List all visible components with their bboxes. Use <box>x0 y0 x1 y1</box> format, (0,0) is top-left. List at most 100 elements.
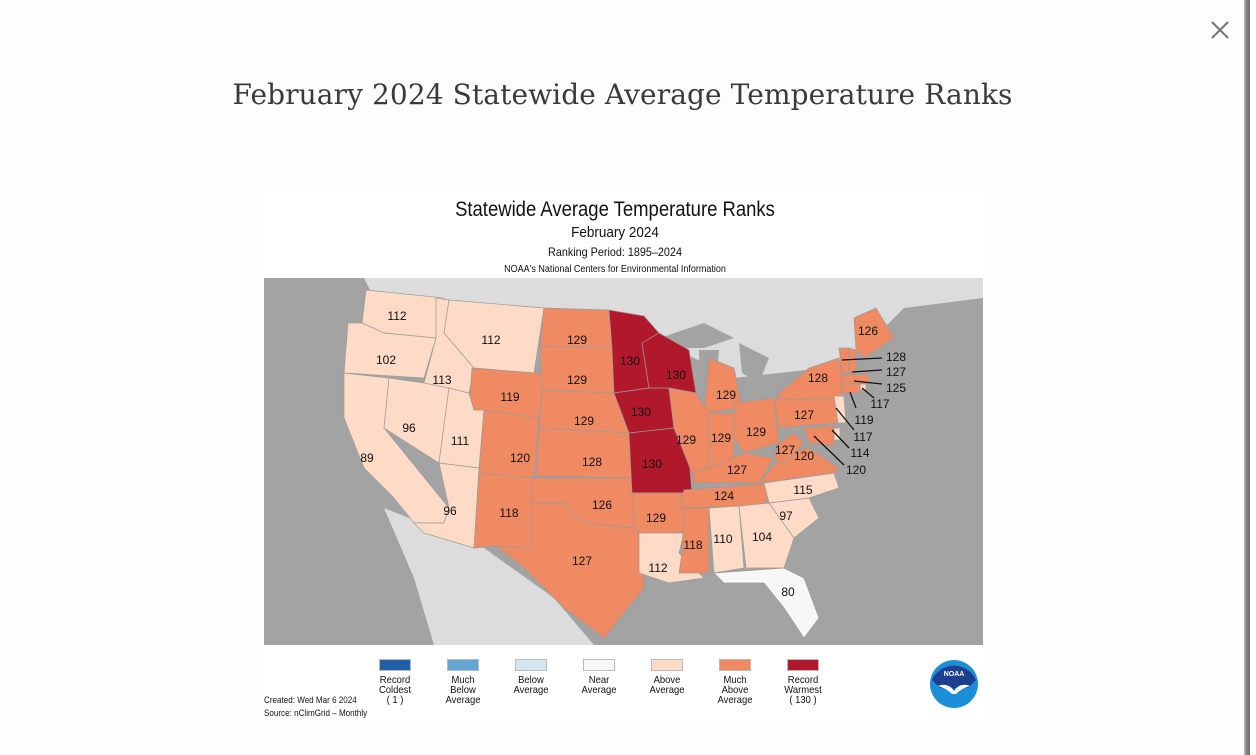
leader-line-ri <box>861 387 875 399</box>
legend-swatch <box>379 659 411 671</box>
rank-label-la: 112 <box>648 561 667 575</box>
state-mo <box>628 427 693 494</box>
legend-item: Near Average <box>564 659 634 695</box>
rank-label-ar: 129 <box>646 511 666 525</box>
state-rank-labels: 112 102 89 113 96 112 119 111 96 120 118 129 129 129 1… <box>360 309 906 599</box>
rank-label-de: 114 <box>850 446 869 460</box>
legend-label: Above Average <box>649 674 685 696</box>
rank-label-az: 96 <box>443 504 457 518</box>
rank-label-ut: 111 <box>451 434 470 448</box>
legend-item: Above Average <box>632 659 702 695</box>
rank-label-nh: 127 <box>886 365 906 379</box>
rank-label-ga: 104 <box>752 530 772 544</box>
rank-label-ia: 130 <box>631 405 651 419</box>
rank-label-wi: 130 <box>666 368 686 382</box>
rank-label-fl: 80 <box>781 585 795 599</box>
state-me <box>853 307 895 359</box>
state-nh <box>848 347 857 374</box>
label-leader-lines <box>813 357 883 466</box>
noaa-logo-icon: NOAA <box>930 660 978 708</box>
rank-label-ok: 126 <box>592 498 612 512</box>
rank-label-mn: 130 <box>620 354 640 368</box>
state-shapes <box>343 289 895 639</box>
rank-label-il: 129 <box>676 433 696 447</box>
rank-label-in: 129 <box>711 431 731 445</box>
rank-label-al: 110 <box>713 532 732 546</box>
rank-label-ma: 125 <box>886 381 906 395</box>
legend-swatch <box>447 659 479 671</box>
legend-swatch <box>787 659 819 671</box>
rank-label-or: 102 <box>376 353 396 367</box>
leader-line-md <box>813 435 845 466</box>
close-button[interactable] <box>1206 16 1234 44</box>
rank-label-ct: 119 <box>854 413 873 427</box>
leader-line-ct <box>849 391 857 409</box>
legend-label: Much Below Average <box>445 674 481 706</box>
rank-label-ri: 117 <box>870 397 889 411</box>
rank-label-tn: 124 <box>714 489 734 503</box>
created-date: Created: Wed Mar 6 2024 <box>264 695 357 706</box>
rank-label-id: 113 <box>432 373 451 387</box>
chart-subtitle: February 2024 <box>571 224 659 241</box>
legend-label: Much Above Average <box>717 674 753 706</box>
rank-label-ne: 129 <box>574 414 594 428</box>
rank-label-va: 120 <box>794 449 814 463</box>
lake-huron <box>739 343 769 383</box>
rank-label-nj: 117 <box>853 430 872 444</box>
rank-label-oh: 129 <box>746 425 766 439</box>
state-ks <box>535 427 633 479</box>
state-oh <box>733 397 780 454</box>
rank-label-me: 126 <box>858 324 878 338</box>
source-org: NOAA's National Centers for Environmenta… <box>504 264 726 275</box>
mexico-land <box>384 508 594 645</box>
temperature-rank-figure: Statewide Average Temperature Ranks Febr… <box>258 192 990 727</box>
data-source: Source: nClimGrid – Monthly <box>264 708 368 719</box>
legend-swatch <box>583 659 615 671</box>
state-md <box>803 425 835 447</box>
rank-label-tx: 127 <box>572 554 592 568</box>
rank-label-nm: 118 <box>499 506 518 520</box>
canada-land <box>364 278 983 378</box>
leader-line-vt <box>841 357 883 361</box>
rank-label-wv: 127 <box>775 443 795 457</box>
rank-label-mt: 112 <box>481 333 500 347</box>
leader-line-ma <box>853 380 883 385</box>
state-al <box>708 505 745 574</box>
legend-item: Record Warmest ( 130 ) <box>768 659 838 705</box>
svg-text:NOAA: NOAA <box>944 671 965 678</box>
rank-label-ca: 89 <box>360 451 374 465</box>
legend-label: Record Warmest ( 130 ) <box>784 674 822 706</box>
legend-item: Much Below Average <box>428 659 498 705</box>
ranking-period: Ranking Period: 1895–2024 <box>548 245 682 259</box>
legend-label: Below Average <box>513 674 549 696</box>
rank-label-sc: 97 <box>779 509 793 523</box>
state-co <box>478 409 540 479</box>
rank-label-ky: 127 <box>727 463 747 477</box>
state-ms <box>678 507 710 574</box>
leader-line-de <box>831 429 850 449</box>
legend-swatch <box>515 659 547 671</box>
rank-label-ms: 118 <box>683 538 702 552</box>
leader-line-nh <box>851 369 883 373</box>
legend-swatch <box>651 659 683 671</box>
us-state-map: 112 102 89 113 96 112 119 111 96 120 118 129 129 129 1… <box>264 278 983 645</box>
legend-label: Near Average <box>581 674 617 696</box>
chart-title: Statewide Average Temperature Ranks <box>455 198 775 221</box>
rank-label-mo: 130 <box>642 457 662 471</box>
rank-label-pa: 127 <box>794 408 814 422</box>
rank-label-co: 120 <box>510 451 530 465</box>
legend-item: Below Average <box>496 659 566 695</box>
rank-label-nv: 96 <box>402 421 416 435</box>
rank-label-nc: 115 <box>793 483 812 497</box>
page-title: February 2024 Statewide Average Temperat… <box>232 78 1013 111</box>
rank-label-sd: 129 <box>567 373 587 387</box>
rank-label-wa: 112 <box>387 309 406 323</box>
legend-item: Much Above Average <box>700 659 770 705</box>
legend-swatch <box>719 659 751 671</box>
leader-line-nj <box>835 407 855 431</box>
close-icon <box>1211 21 1229 39</box>
rank-label-ny: 128 <box>808 371 828 385</box>
rank-label-ks: 128 <box>582 455 602 469</box>
legend-label: Record Coldest ( 1 ) <box>378 674 412 706</box>
